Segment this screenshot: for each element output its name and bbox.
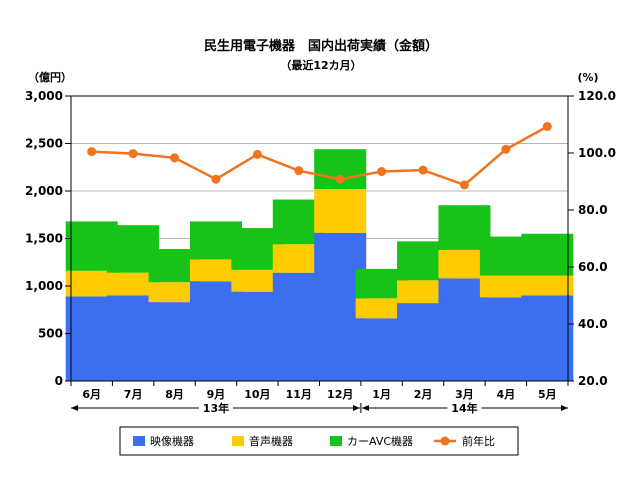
line-point — [128, 149, 138, 159]
legend: 映像機器 音声機器 カーAVC機器 前年比 — [119, 426, 519, 456]
x-axis-tick-label: 3月 — [455, 388, 474, 401]
x-axis-tick-label: 5月 — [538, 388, 557, 401]
legend-marker — [440, 436, 450, 446]
left-axis-tick-label: 1,500 — [25, 232, 63, 246]
line-point — [294, 166, 304, 176]
legend-swatch — [330, 436, 342, 446]
line-point — [501, 144, 511, 154]
chart-title: 民生用電子機器 国内出荷実績（金額） — [204, 38, 438, 54]
x-axis-tick-label: 9月 — [207, 388, 226, 401]
right-axis-tick-label: 40.0 — [578, 317, 608, 331]
right-axis-tick-label: 120.0 — [578, 89, 616, 103]
left-axis-tick-label: 0 — [55, 374, 63, 388]
year-label-bg — [198, 400, 233, 415]
x-axis-tick-label: 1月 — [372, 388, 391, 401]
bar-segment — [397, 280, 450, 304]
line-point — [542, 121, 552, 131]
line-point — [335, 174, 345, 184]
x-axis-tick-label: 11月 — [286, 388, 312, 401]
bar-segment — [521, 233, 574, 276]
right-axis-unit: (%) — [577, 71, 598, 84]
left-axis-tick-label: 500 — [38, 327, 63, 341]
legend-swatch — [232, 436, 244, 446]
legend-label: 映像機器 — [150, 434, 194, 448]
left-axis-unit: （億円） — [28, 70, 72, 84]
right-axis-tick-label: 80.0 — [578, 203, 608, 217]
line-point — [459, 180, 469, 190]
right-axis-tick-label: 20.0 — [578, 374, 608, 388]
line-point — [170, 153, 180, 163]
legend-label: 音声機器 — [249, 434, 293, 448]
bar-segment — [521, 295, 574, 381]
bar-segment — [189, 259, 242, 282]
line-point — [377, 167, 387, 177]
x-axis-tick-label: 4月 — [497, 388, 516, 401]
series-line — [91, 125, 548, 187]
legend-swatch — [133, 436, 145, 446]
bar-segment — [479, 275, 532, 298]
legend-label: 前年比 — [462, 434, 495, 448]
right-axis-tick-label: 60.0 — [578, 260, 608, 274]
x-axis-tick-label: 10月 — [244, 388, 270, 401]
year-label-bg — [447, 400, 482, 415]
year-label: 13年 — [203, 401, 229, 415]
bar-marks — [65, 149, 574, 381]
bar-segment — [521, 275, 574, 296]
left-axis-tick-label: 2,000 — [25, 184, 63, 198]
axis-labels: 0 500 1,000 1,500 2,000 2,500 3,000 20.0 40.0 60.… — [25, 89, 616, 415]
bar-segment — [107, 272, 160, 296]
bar-segment — [314, 189, 367, 233]
line-point — [418, 165, 428, 175]
bar-segment — [355, 298, 408, 319]
bar-segment — [148, 282, 201, 303]
left-axis-tick-label: 1,000 — [25, 279, 63, 293]
x-axis-tick-label: 7月 — [124, 388, 143, 401]
legend-label: カーAVC機器 — [347, 434, 413, 448]
x-axis-tick-label: 6月 — [82, 388, 101, 401]
line-point — [252, 149, 262, 159]
line-point — [87, 147, 97, 157]
line-marks — [87, 121, 552, 190]
line-point — [211, 174, 221, 184]
x-axis-tick-label: 8月 — [165, 388, 184, 401]
chart-subtitle: （最近12カ月） — [280, 58, 361, 72]
left-axis-tick-label: 2,500 — [25, 137, 63, 151]
left-axis-tick-label: 3,000 — [25, 89, 63, 103]
bar-segment — [231, 269, 284, 292]
right-axis-tick-label: 100.0 — [578, 146, 616, 160]
x-axis-tick-label: 2月 — [414, 388, 433, 401]
x-axis-tick-label: 12月 — [327, 388, 353, 401]
year-label: 14年 — [451, 401, 477, 415]
